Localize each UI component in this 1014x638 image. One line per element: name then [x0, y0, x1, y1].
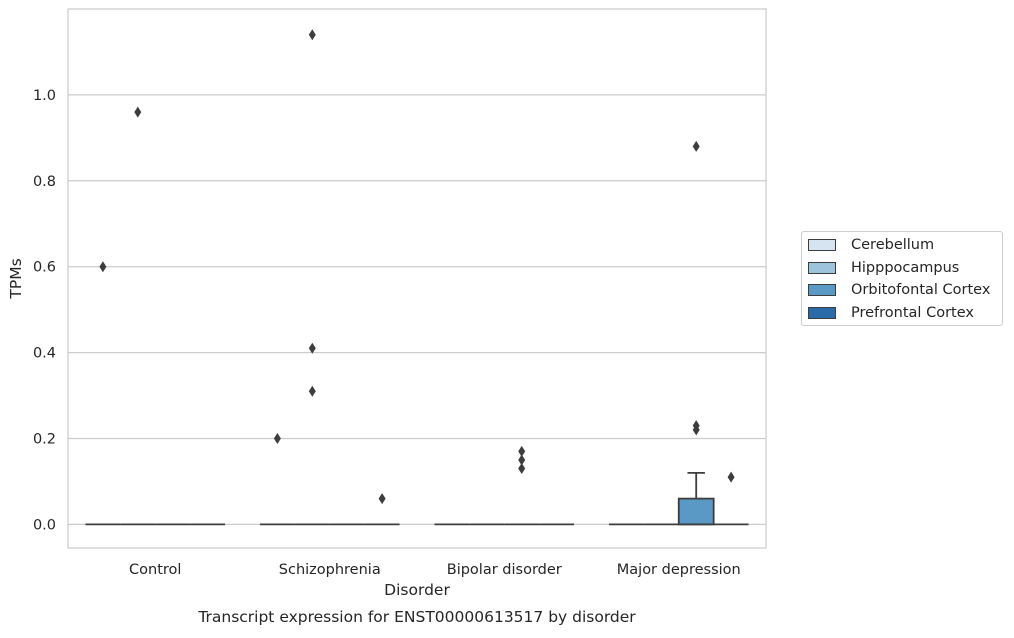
- outlier-point: [378, 493, 386, 505]
- outlier-point: [308, 342, 316, 354]
- box-body: [677, 497, 715, 526]
- box-series: [85, 471, 749, 526]
- legend-item-orbitofrontal-cortex: Orbitofontal Cortex: [808, 281, 990, 299]
- x-axis-ticks: Control Schizophrenia Bipolar disorder Majo…: [129, 562, 741, 578]
- y-tick-label: 1.0: [33, 88, 56, 104]
- x-tick-label: Control: [129, 562, 181, 578]
- outlier-point: [518, 463, 526, 475]
- outlier-point: [273, 432, 281, 444]
- x-tick-label: Major depression: [617, 562, 741, 578]
- y-axis-ticks: 0.0 0.2 0.4 0.6 0.8 1.0: [33, 88, 56, 533]
- box-orbitofontal-cortex-major-depression: [677, 471, 715, 526]
- outlier-point: [518, 454, 526, 466]
- legend-label-prefrontal-cortex: Prefrontal Cortex: [851, 305, 974, 321]
- x-tick-label: Schizophrenia: [279, 562, 381, 578]
- outlier-point: [727, 471, 735, 483]
- legend-label-cerebellum: Cerebellum: [851, 237, 935, 253]
- outlier-point: [518, 445, 526, 457]
- outlier-point: [134, 106, 142, 118]
- y-tick-label: 0.4: [33, 346, 56, 362]
- plot-frame: [67, 8, 767, 549]
- x-tick-label: Bipolar disorder: [447, 562, 562, 578]
- legend-item-prefrontal-cortex: Prefrontal Cortex: [808, 304, 974, 322]
- outlier-point: [99, 261, 107, 273]
- legend-swatch-prefrontal-cortex: [808, 307, 836, 319]
- legend: Cerebellum Hipppocampus Orbitofontal Cor…: [801, 231, 1003, 326]
- outlier-point: [308, 385, 316, 397]
- legend-label-orbitofrontal-cortex: Orbitofontal Cortex: [851, 282, 991, 298]
- outlier-point: [692, 140, 700, 152]
- outlier-point: [308, 29, 316, 41]
- legend-swatch-cerebellum: [808, 239, 836, 251]
- legend-swatch-orbitofrontal-cortex: [808, 284, 836, 296]
- outlier-markers: [99, 29, 735, 505]
- legend-item-cerebellum: Cerebellum: [808, 236, 934, 254]
- outlier-point: [692, 424, 700, 436]
- chart-title: Transcript expression for ENST0000061351…: [197, 608, 636, 626]
- legend-swatch-hippocampus: [808, 262, 836, 274]
- legend-label-hippocampus: Hipppocampus: [851, 260, 960, 276]
- y-tick-label: 0.6: [33, 260, 56, 276]
- y-tick-label: 0.0: [33, 517, 56, 533]
- legend-item-hippocampus: Hipppocampus: [808, 259, 959, 277]
- grid-lines: [68, 94, 766, 526]
- y-tick-label: 0.8: [33, 174, 56, 190]
- y-tick-label: 0.2: [33, 431, 56, 447]
- y-axis-label: TPMs: [7, 258, 25, 299]
- x-axis-label: Disorder: [384, 581, 450, 599]
